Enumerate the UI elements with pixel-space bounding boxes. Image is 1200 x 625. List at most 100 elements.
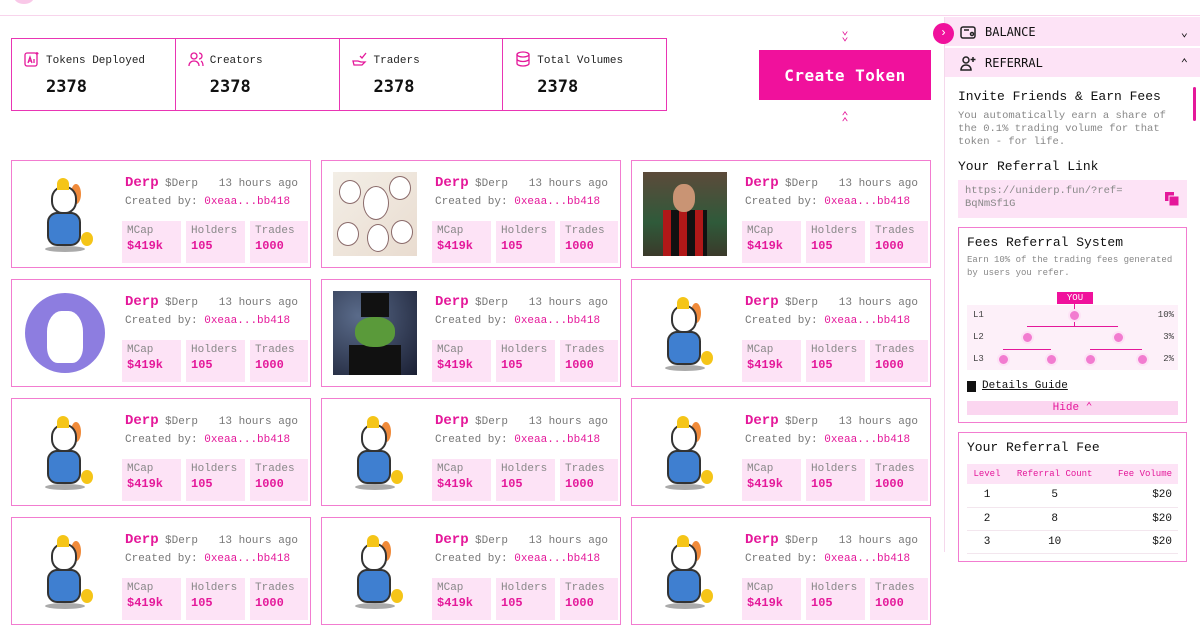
token-creator: Created by: 0xeaa...bb418: [125, 196, 290, 208]
fee-title: Your Referral Fee: [967, 440, 1100, 455]
metric-label: Holders: [191, 463, 238, 475]
creator-address[interactable]: 0xeaa...bb418: [824, 434, 911, 446]
metric-value: 105: [191, 477, 213, 491]
creator-address[interactable]: 0xeaa...bb418: [514, 315, 601, 327]
copy-icon[interactable]: [1165, 192, 1179, 206]
token-card[interactable]: Derp $Derp 13 hours ago Created by: 0xea…: [631, 398, 931, 506]
metric-holders: Holders 105: [186, 578, 245, 620]
creator-address[interactable]: 0xeaa...bb418: [514, 196, 601, 208]
sidebar-toggle-button[interactable]: ›: [933, 23, 954, 44]
metric-label: Trades: [875, 225, 915, 237]
token-card[interactable]: Derp $Derp 13 hours ago Created by: 0xea…: [631, 279, 931, 387]
metric-value: 1000: [255, 477, 284, 491]
token-time: 13 hours ago: [838, 297, 918, 309]
table-row: 3 10 $20: [967, 530, 1178, 554]
metric-mcap: MCap $419k: [122, 221, 181, 263]
level-percent: 3%: [1163, 332, 1174, 342]
token-time: 13 hours ago: [528, 297, 608, 309]
level-percent: 2%: [1163, 354, 1174, 364]
col-level: Level: [967, 464, 1007, 484]
balance-accordion[interactable]: BALANCE ⌄: [945, 17, 1200, 46]
referral-accordion[interactable]: REFERRAL ⌃: [945, 48, 1200, 77]
token-time: 13 hours ago: [838, 178, 918, 190]
creator-address[interactable]: 0xeaa...bb418: [204, 196, 291, 208]
cell-volume: $20: [1102, 507, 1178, 531]
token-card[interactable]: Derp $Derp 13 hours ago Created by: 0xea…: [11, 279, 311, 387]
token-card[interactable]: Derp $Derp 13 hours ago Created by: 0xea…: [11, 398, 311, 506]
creator-address[interactable]: 0xeaa...bb418: [514, 434, 601, 446]
token-creator: Created by: 0xeaa...bb418: [435, 434, 600, 446]
user-node-icon: [1112, 331, 1125, 344]
token-card[interactable]: Derp $Derp 13 hours ago Created by: 0xea…: [321, 398, 621, 506]
chevrons-up-icon[interactable]: ⌃ ⌃: [841, 110, 849, 130]
creator-address[interactable]: 0xeaa...bb418: [204, 553, 291, 565]
token-creator: Created by: 0xeaa...bb418: [745, 315, 910, 327]
metric-label: Holders: [811, 225, 858, 237]
metric-mcap: MCap $419k: [742, 340, 801, 382]
scrollbar[interactable]: [1193, 87, 1196, 121]
token-card[interactable]: Derp $Derp 13 hours ago Created by: 0xea…: [321, 517, 621, 625]
metric-holders: Holders 105: [496, 340, 555, 382]
token-card[interactable]: Derp $Derp 13 hours ago Created by: 0xea…: [11, 517, 311, 625]
metric-trades: Trades 1000: [250, 459, 308, 501]
metric-mcap: MCap $419k: [432, 340, 491, 382]
referral-link-field[interactable]: https://uniderp.fun/?ref=BqNmSf1G: [958, 180, 1187, 218]
metric-label: MCap: [437, 225, 464, 237]
metric-holders: Holders 105: [496, 578, 555, 620]
chevrons-down-icon[interactable]: ⌄ ⌄: [841, 24, 849, 44]
token-image-unicorn: [23, 410, 107, 494]
stat-value: 2378: [209, 77, 251, 97]
metric-value: 1000: [565, 239, 594, 253]
logo[interactable]: [14, 0, 34, 4]
metric-label: MCap: [437, 463, 464, 475]
metric-label: MCap: [127, 225, 154, 237]
col-count: Referral Count: [1007, 464, 1103, 484]
cell-count: 5: [1007, 484, 1103, 508]
token-time: 13 hours ago: [528, 178, 608, 190]
create-token-button[interactable]: Create Token: [759, 50, 931, 100]
token-card[interactable]: Derp $Derp 13 hours ago Created by: 0xea…: [321, 279, 621, 387]
details-guide-link[interactable]: Details Guide: [967, 380, 1178, 392]
metric-label: Trades: [875, 463, 915, 475]
metric-label: Trades: [565, 463, 605, 475]
invite-text: You automatically earn a share of the 0.…: [958, 110, 1166, 148]
created-by-label: Created by:: [125, 315, 198, 327]
metric-value: 105: [811, 358, 833, 372]
document-icon: [967, 380, 976, 392]
metric-trades: Trades 1000: [250, 340, 308, 382]
creator-address[interactable]: 0xeaa...bb418: [824, 196, 911, 208]
created-by-label: Created by:: [435, 315, 508, 327]
metric-mcap: MCap $419k: [122, 340, 181, 382]
token-name: Derp: [435, 294, 469, 310]
token-card[interactable]: Derp $Derp 13 hours ago Created by: 0xea…: [321, 160, 621, 268]
token-card[interactable]: Derp $Derp 13 hours ago Created by: 0xea…: [631, 160, 931, 268]
creator-address[interactable]: 0xeaa...bb418: [204, 434, 291, 446]
metric-label: MCap: [437, 344, 464, 356]
creator-address[interactable]: 0xeaa...bb418: [514, 553, 601, 565]
level-label: L3: [973, 354, 984, 364]
creator-address[interactable]: 0xeaa...bb418: [824, 315, 911, 327]
token-card[interactable]: Derp $Derp 13 hours ago Created by: 0xea…: [11, 160, 311, 268]
token-image-unicorn: [643, 529, 727, 613]
hide-button[interactable]: Hide ⌃: [967, 401, 1178, 415]
referral-link: https://uniderp.fun/?ref=BqNmSf1G: [965, 185, 1123, 210]
ai-icon: [24, 51, 40, 71]
created-by-label: Created by:: [745, 196, 818, 208]
token-creator: Created by: 0xeaa...bb418: [125, 315, 290, 327]
invite-title: Invite Friends & Earn Fees: [958, 89, 1161, 104]
token-card[interactable]: Derp $Derp 13 hours ago Created by: 0xea…: [631, 517, 931, 625]
fees-text: Earn 10% of the trading fees generated b…: [967, 255, 1173, 278]
metric-value: 1000: [875, 596, 904, 610]
table-row: 1 5 $20: [967, 484, 1178, 508]
metric-label: Holders: [501, 225, 548, 237]
metric-value: 1000: [255, 596, 284, 610]
creator-address[interactable]: 0xeaa...bb418: [204, 315, 291, 327]
token-creator: Created by: 0xeaa...bb418: [125, 553, 290, 565]
user-plus-icon: [960, 55, 976, 71]
database-icon: [515, 51, 531, 71]
metric-label: Trades: [565, 225, 605, 237]
metric-label: MCap: [747, 582, 774, 594]
cell-volume: $20: [1102, 530, 1178, 554]
metric-mcap: MCap $419k: [742, 459, 801, 501]
creator-address[interactable]: 0xeaa...bb418: [824, 553, 911, 565]
